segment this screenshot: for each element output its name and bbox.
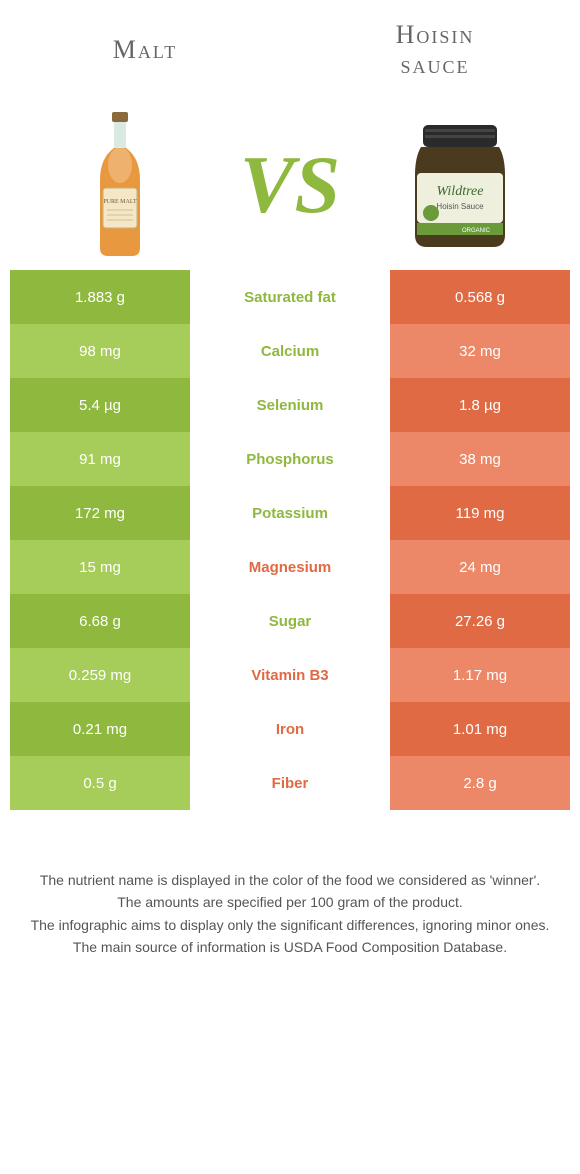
svg-text:Hoisin Sauce: Hoisin Sauce <box>436 202 484 211</box>
nutrient-label: Calcium <box>190 324 390 378</box>
value-left: 98 mg <box>10 324 190 378</box>
value-right: 38 mg <box>390 432 570 486</box>
value-left: 0.21 mg <box>10 702 190 756</box>
table-row: 98 mgCalcium32 mg <box>10 324 570 378</box>
table-row: 5.4 µgSelenium1.8 µg <box>10 378 570 432</box>
header-right: Hoisin sauce <box>290 20 580 80</box>
nutrient-label: Fiber <box>190 756 390 810</box>
table-row: 0.259 mgVitamin B31.17 mg <box>10 648 570 702</box>
table-row: 1.883 gSaturated fat0.568 g <box>10 270 570 324</box>
table-row: 6.68 gSugar27.26 g <box>10 594 570 648</box>
table-row: 0.21 mgIron1.01 mg <box>10 702 570 756</box>
svg-text:ORGANIC: ORGANIC <box>462 228 491 234</box>
value-right: 2.8 g <box>390 756 570 810</box>
value-left: 1.883 g <box>10 270 190 324</box>
nutrient-table: 1.883 gSaturated fat0.568 g98 mgCalcium3… <box>10 270 570 810</box>
footnote-line: The nutrient name is displayed in the co… <box>24 870 556 890</box>
value-left: 0.259 mg <box>10 648 190 702</box>
nutrient-label: Magnesium <box>190 540 390 594</box>
vs-label: VS <box>240 138 340 232</box>
value-left: 91 mg <box>10 432 190 486</box>
value-left: 0.5 g <box>10 756 190 810</box>
hoisin-image: Wildtree Hoisin Sauce ORGANIC <box>380 110 540 260</box>
value-left: 15 mg <box>10 540 190 594</box>
header: Malt Hoisin sauce <box>0 0 580 100</box>
nutrient-label: Saturated fat <box>190 270 390 324</box>
table-row: 91 mgPhosphorus38 mg <box>10 432 570 486</box>
hero-row: PURE MALT VS Wildtree Hoisin Sauce ORGAN… <box>0 100 580 270</box>
nutrient-label: Phosphorus <box>190 432 390 486</box>
value-left: 5.4 µg <box>10 378 190 432</box>
value-right: 0.568 g <box>390 270 570 324</box>
value-right: 32 mg <box>390 324 570 378</box>
nutrient-label: Selenium <box>190 378 390 432</box>
footnotes: The nutrient name is displayed in the co… <box>24 870 556 957</box>
table-row: 15 mgMagnesium24 mg <box>10 540 570 594</box>
nutrient-label: Sugar <box>190 594 390 648</box>
value-right: 1.17 mg <box>390 648 570 702</box>
nutrient-label: Vitamin B3 <box>190 648 390 702</box>
value-right: 1.8 µg <box>390 378 570 432</box>
header-right-line1: Hoisin <box>396 20 475 49</box>
table-row: 0.5 gFiber2.8 g <box>10 756 570 810</box>
value-right: 1.01 mg <box>390 702 570 756</box>
header-left: Malt <box>0 35 290 65</box>
value-left: 172 mg <box>10 486 190 540</box>
value-right: 119 mg <box>390 486 570 540</box>
malt-image: PURE MALT <box>40 110 200 260</box>
footnote-line: The main source of information is USDA F… <box>24 937 556 957</box>
header-right-line2: sauce <box>400 50 469 79</box>
value-right: 24 mg <box>390 540 570 594</box>
value-right: 27.26 g <box>390 594 570 648</box>
table-row: 172 mgPotassium119 mg <box>10 486 570 540</box>
svg-text:Wildtree: Wildtree <box>437 184 484 199</box>
footnote-line: The amounts are specified per 100 gram o… <box>24 892 556 912</box>
nutrient-label: Iron <box>190 702 390 756</box>
nutrient-label: Potassium <box>190 486 390 540</box>
value-left: 6.68 g <box>10 594 190 648</box>
footnote-line: The infographic aims to display only the… <box>24 915 556 935</box>
svg-text:PURE MALT: PURE MALT <box>103 199 137 205</box>
